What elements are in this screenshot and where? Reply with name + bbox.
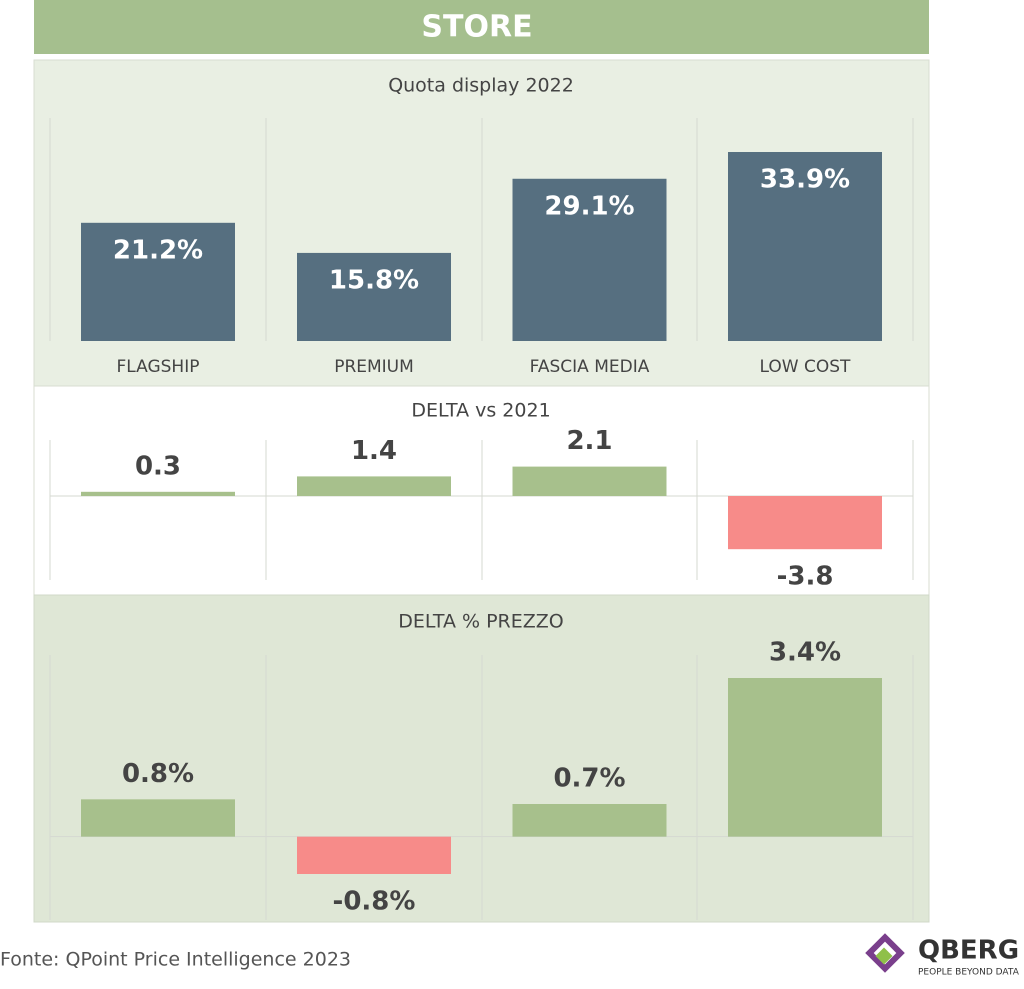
data-label: 29.1% (544, 191, 634, 221)
data-label: 3.4% (769, 638, 841, 668)
x-tick-label: LOW COST (760, 357, 852, 377)
bar (512, 178, 667, 341)
bar (81, 491, 235, 496)
bar (512, 804, 667, 837)
data-label: 33.9% (760, 165, 850, 195)
bar (512, 466, 667, 496)
header-title: STORE (421, 10, 532, 45)
data-label: -3.8 (777, 562, 834, 592)
bar (728, 496, 882, 550)
logo-mark (875, 947, 893, 965)
data-label: 21.2% (113, 235, 203, 265)
bar (81, 799, 235, 837)
logo-text: QBERG (918, 936, 1019, 966)
data-label: -0.8% (333, 887, 416, 917)
chart-title: Quota display 2022 (388, 75, 574, 97)
bar (81, 222, 235, 341)
logo-mark (865, 933, 905, 973)
bar (297, 836, 451, 874)
source-note: Fonte: QPoint Price Intelligence 2023 (0, 949, 351, 971)
header-bar (34, 0, 929, 54)
bar (297, 476, 451, 496)
bar (728, 678, 882, 837)
data-label: 15.8% (329, 265, 419, 295)
data-label: 0.7% (553, 764, 625, 794)
data-label: 1.4 (351, 436, 397, 466)
logo-tagline: PEOPLE BEYOND DATA (918, 968, 1020, 978)
chart-title: DELTA vs 2021 (411, 400, 550, 422)
data-label: 0.8% (122, 759, 194, 789)
bar (297, 252, 451, 341)
data-label: 0.3 (135, 451, 181, 481)
chart-title: DELTA % PREZZO (398, 611, 564, 633)
x-tick-label: PREMIUM (334, 357, 414, 377)
x-tick-label: FLAGSHIP (117, 357, 200, 377)
data-label: 2.1 (566, 426, 612, 456)
x-tick-label: FASCIA MEDIA (530, 357, 650, 377)
logo: QBERG PEOPLE BEYOND DATA (865, 933, 1020, 978)
bar (728, 152, 882, 341)
